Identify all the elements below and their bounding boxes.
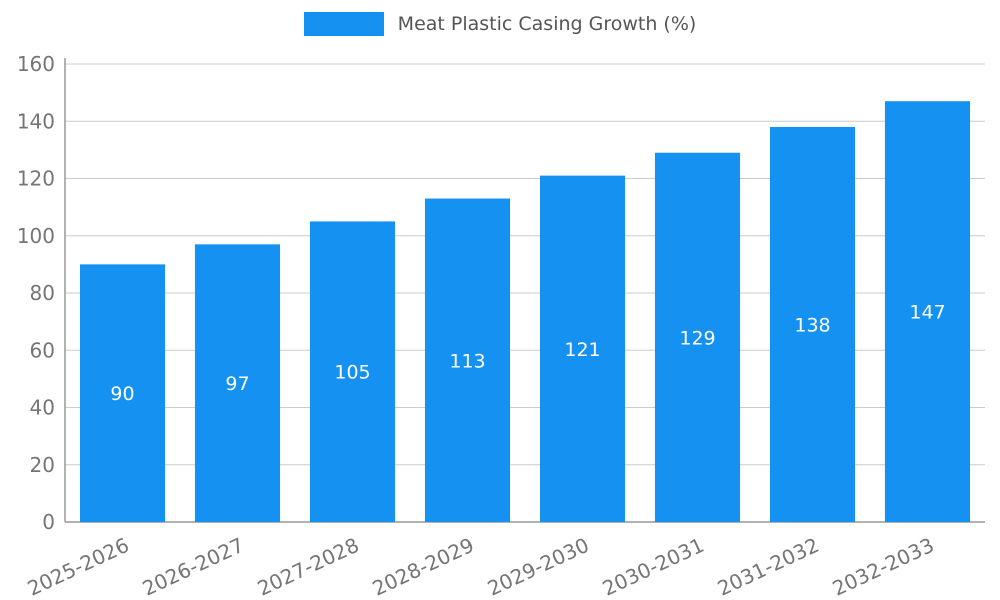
x-tick-label: 2028-2029 — [369, 533, 478, 600]
y-tick-label: 40 — [30, 396, 55, 420]
x-tick-label: 2031-2032 — [714, 533, 823, 600]
bar — [884, 101, 971, 523]
bar-value-label: 147 — [909, 302, 945, 324]
bar — [194, 244, 281, 522]
bar-value-label: 138 — [794, 314, 830, 336]
bar — [309, 221, 396, 522]
x-tick-label: 2030-2031 — [599, 533, 708, 600]
bar-value-label: 113 — [449, 350, 485, 372]
y-tick-label: 120 — [17, 167, 55, 191]
bar-value-label: 129 — [679, 327, 715, 349]
bar — [769, 126, 856, 522]
bar-value-label: 105 — [334, 362, 370, 384]
bar — [654, 152, 741, 523]
x-tick-label: 2026-2027 — [139, 533, 248, 600]
y-tick-label: 60 — [30, 338, 55, 362]
x-tick-label: 2025-2026 — [24, 533, 133, 600]
plot-area: 0 20 40 60 80 100 120 140 160 90 2025-2026 97 2026-2… — [17, 52, 985, 600]
bar-value-label: 121 — [564, 339, 600, 361]
bar — [539, 175, 626, 522]
y-tick-label: 0 — [42, 510, 55, 534]
y-tick-label: 100 — [17, 224, 55, 248]
bar — [79, 264, 166, 522]
bar — [424, 198, 511, 522]
chart-legend: Meat Plastic Casing Growth (%) — [0, 10, 1000, 38]
legend-label: Meat Plastic Casing Growth (%) — [397, 13, 697, 35]
x-tick-label: 2032-2033 — [829, 533, 938, 600]
legend-swatch — [303, 12, 384, 36]
bar-value-label: 90 — [110, 383, 134, 405]
bar-value-label: 97 — [225, 373, 249, 395]
y-tick-label: 20 — [30, 453, 55, 477]
x-tick-label: 2027-2028 — [254, 533, 363, 600]
x-tick-label: 2029-2030 — [484, 533, 593, 600]
y-tick-label: 80 — [30, 281, 55, 305]
y-tick-label: 140 — [17, 109, 55, 133]
y-tick-label: 160 — [17, 52, 55, 76]
